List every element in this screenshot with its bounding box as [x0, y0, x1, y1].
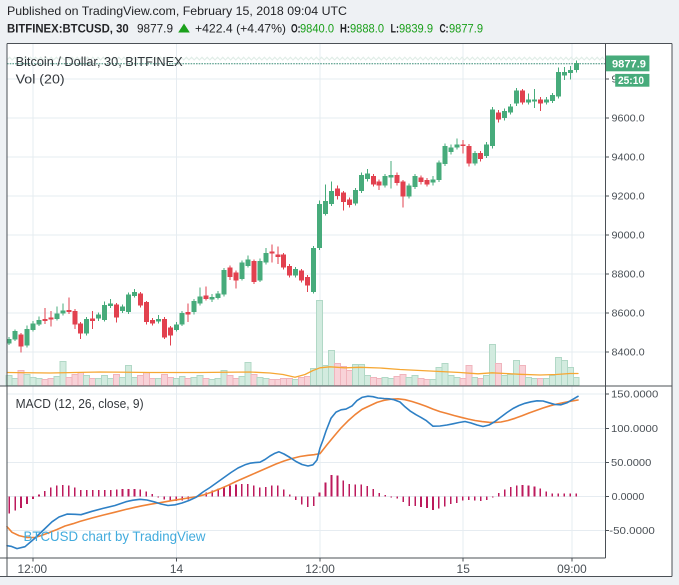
- svg-text:Vol (20): Vol (20): [16, 71, 65, 86]
- svg-text:9839.9: 9839.9: [399, 22, 433, 36]
- svg-text:9400.0: 9400.0: [612, 152, 645, 164]
- svg-text:9877.9: 9877.9: [137, 22, 173, 36]
- svg-text:50.0000: 50.0000: [611, 457, 651, 469]
- svg-text:+422.4 (+4.47%): +422.4 (+4.47%): [195, 22, 286, 36]
- svg-text:8400.0: 8400.0: [612, 347, 645, 359]
- svg-text:09:00: 09:00: [557, 562, 587, 576]
- svg-text:100.0000: 100.0000: [611, 423, 658, 435]
- svg-text:15: 15: [457, 562, 471, 576]
- svg-text:C:: C:: [440, 22, 449, 36]
- svg-text:BITFINEX:BTCUSD, 30: BITFINEX:BTCUSD, 30: [7, 22, 129, 36]
- svg-text:-50.0000: -50.0000: [609, 525, 655, 537]
- svg-text:12:00: 12:00: [305, 562, 335, 576]
- svg-text:9877.9: 9877.9: [449, 22, 483, 36]
- svg-text:9888.0: 9888.0: [350, 22, 384, 36]
- svg-text:9200.0: 9200.0: [612, 191, 645, 203]
- svg-text:9000.0: 9000.0: [612, 230, 645, 242]
- svg-text:MACD (12, 26, close, 9): MACD (12, 26, close, 9): [16, 396, 144, 411]
- svg-text:Published on TradingView.com,: Published on TradingView.com, February 1…: [7, 4, 347, 18]
- svg-text:150.0000: 150.0000: [611, 389, 658, 401]
- svg-text:L:: L:: [391, 22, 400, 36]
- svg-text:H:: H:: [340, 22, 350, 36]
- svg-text:8800.0: 8800.0: [612, 269, 645, 281]
- svg-text:0.0000: 0.0000: [612, 491, 645, 503]
- svg-text:25:10: 25:10: [618, 75, 644, 87]
- svg-text:O:: O:: [291, 22, 301, 36]
- svg-text:9877.9: 9877.9: [612, 59, 646, 71]
- svg-text:12:00: 12:00: [18, 562, 48, 576]
- svg-text:9840.0: 9840.0: [300, 22, 334, 36]
- svg-text:9600.0: 9600.0: [612, 113, 645, 125]
- svg-text:Bitcoin / Dollar, 30, BITFINEX: Bitcoin / Dollar, 30, BITFINEX: [16, 54, 183, 69]
- svg-text:8600.0: 8600.0: [612, 308, 645, 320]
- svg-text:14: 14: [170, 562, 184, 576]
- svg-text:BTCUSD chart by TradingView: BTCUSD chart by TradingView: [24, 528, 207, 544]
